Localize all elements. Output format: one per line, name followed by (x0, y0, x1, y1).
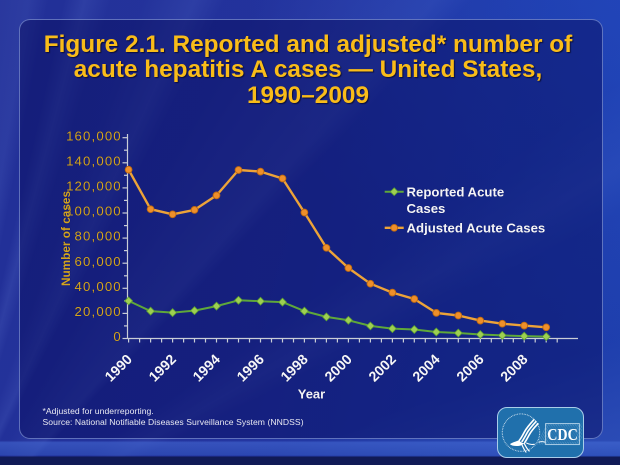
svg-text:2002: 2002 (366, 352, 400, 386)
svg-text:Year: Year (298, 387, 325, 402)
svg-text:160,000: 160,000 (66, 128, 122, 143)
svg-text:1990: 1990 (102, 352, 136, 386)
svg-text:2000: 2000 (322, 352, 356, 386)
svg-text:120,000: 120,000 (66, 179, 122, 194)
svg-text:0: 0 (113, 329, 121, 344)
svg-text:1992: 1992 (146, 352, 180, 386)
svg-text:60,000: 60,000 (75, 254, 122, 269)
svg-text:2008: 2008 (498, 352, 532, 386)
svg-text:1998: 1998 (278, 352, 312, 386)
svg-text:CDC: CDC (547, 424, 578, 443)
svg-text:80,000: 80,000 (75, 229, 122, 244)
svg-text:100,000: 100,000 (66, 204, 122, 219)
svg-text:20,000: 20,000 (75, 304, 122, 319)
svg-text:Number of cases: Number of cases (59, 191, 73, 287)
svg-text:40,000: 40,000 (75, 279, 122, 294)
svg-text:Adjusted Acute Cases: Adjusted Acute Cases (407, 220, 546, 235)
svg-text:Cases: Cases (407, 201, 446, 216)
svg-text:2006: 2006 (454, 352, 488, 386)
svg-text:1996: 1996 (234, 352, 268, 386)
svg-text:140,000: 140,000 (66, 153, 122, 168)
svg-text:Reported Acute: Reported Acute (407, 184, 505, 199)
svg-text:1994: 1994 (190, 352, 224, 386)
svg-text:2004: 2004 (410, 352, 444, 386)
